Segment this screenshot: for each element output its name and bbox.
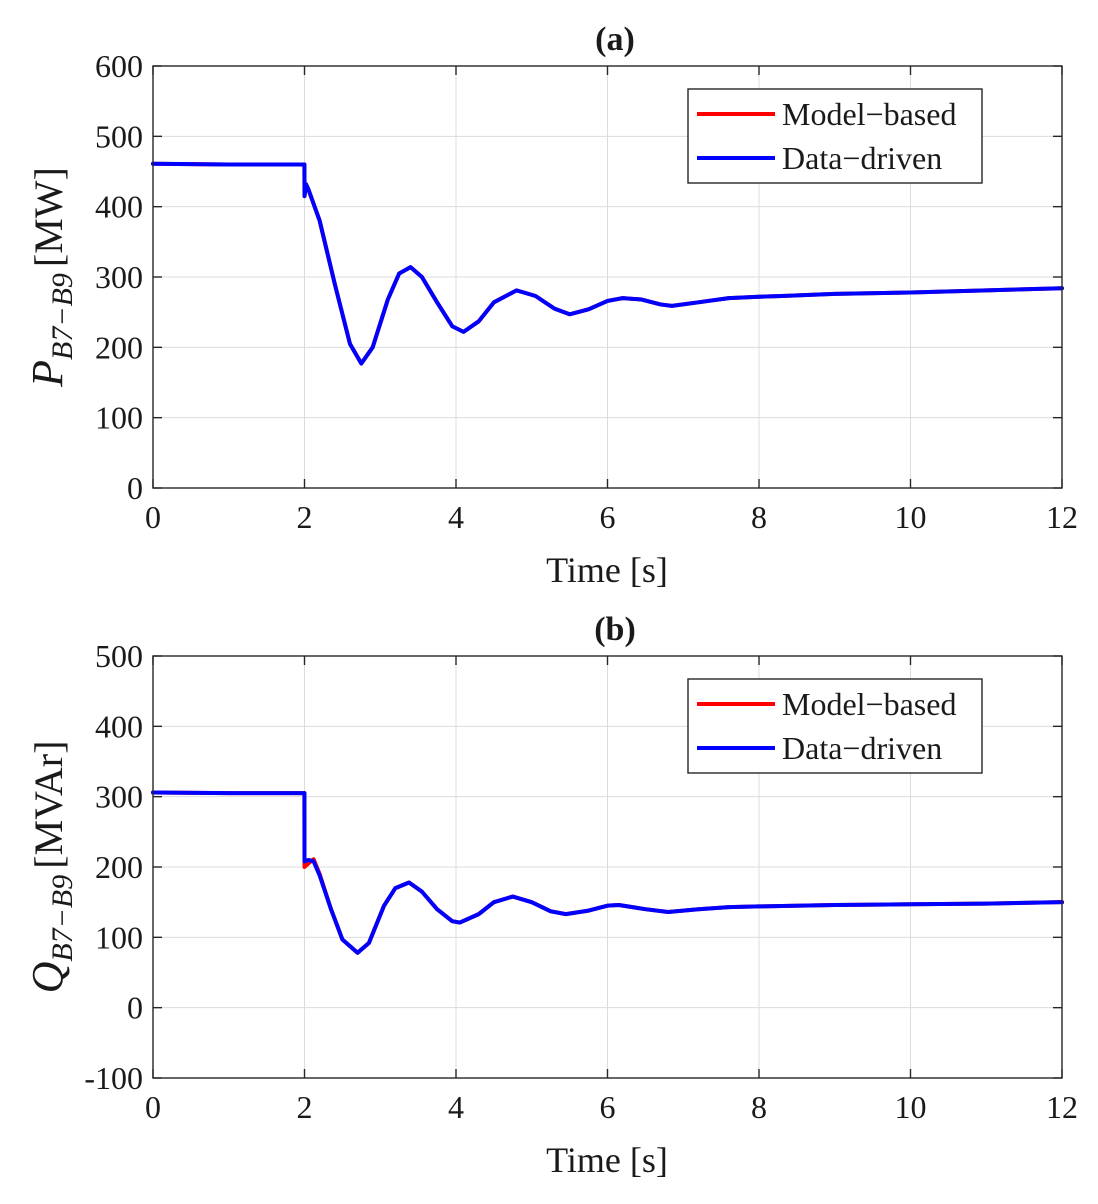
legend-label-model-based-a: Model−based — [782, 96, 956, 132]
x-tick-label-b: 2 — [297, 1089, 313, 1125]
y-tick-label-a: 300 — [95, 259, 143, 295]
x-tick-label-a: 12 — [1046, 499, 1078, 535]
y-label-subscript-a: B7−B9 — [46, 273, 79, 360]
y-tick-label-a: 400 — [95, 189, 143, 225]
x-tick-label-a: 2 — [297, 499, 313, 535]
legend-label-model-based-b: Model−based — [782, 686, 956, 722]
x-tick-label-b: 12 — [1046, 1089, 1078, 1125]
y-tick-label-b: 500 — [95, 638, 143, 674]
legend-label-data-driven-a: Data−driven — [782, 140, 942, 176]
x-axis-label-b: Time [s] — [546, 1140, 668, 1180]
y-tick-label-b: 400 — [95, 708, 143, 744]
x-tick-label-a: 0 — [145, 499, 161, 535]
y-axis-label-a: PB7−B9 [MW] — [23, 167, 79, 388]
y-tick-label-a: 100 — [95, 400, 143, 436]
series-b — [151, 790, 1064, 955]
y-label-unit-a: [MW] — [26, 167, 71, 267]
chart-title-a: (a) — [595, 21, 635, 58]
chart-panel-a: 0 2 4 6 8 10 12 0 100 200 300 400 500 600 (a) Time [s… — [23, 21, 1078, 590]
x-tick-label-b: 0 — [145, 1089, 161, 1125]
series-a — [151, 161, 1064, 366]
x-tick-label-a: 6 — [600, 499, 616, 535]
y-label-subscript-b: B7−B9 — [46, 875, 79, 962]
x-tick-label-b: 6 — [600, 1089, 616, 1125]
legend-b: Model−based Data−driven — [687, 678, 983, 774]
y-tick-label-b: 0 — [127, 990, 143, 1026]
y-tick-label-b: 200 — [95, 849, 143, 885]
series-line-data-driven-b — [151, 790, 1064, 955]
y-axis-label-b: QB7−B9 [MVAr] — [23, 741, 79, 994]
y-tick-label-a: 200 — [95, 329, 143, 365]
legend-box-b — [687, 678, 983, 774]
x-tick-label-b: 4 — [448, 1089, 464, 1125]
chart-title-b: (b) — [594, 611, 636, 648]
x-axis-label-a: Time [s] — [546, 550, 668, 590]
legend-label-data-driven-b: Data−driven — [782, 730, 942, 766]
y-label-main-b: Q — [23, 962, 72, 994]
svg-text:QB7−B9[MVAr]: QB7−B9 [MVAr] — [23, 741, 79, 994]
y-tick-label-b: -100 — [84, 1060, 143, 1096]
y-tick-label-a: 600 — [95, 48, 143, 84]
y-tick-label-b: 300 — [95, 779, 143, 815]
legend-box-a — [687, 88, 983, 184]
series-line-data-driven-a — [151, 161, 1064, 366]
x-tick-label-a: 8 — [751, 499, 767, 535]
x-tick-label-b: 8 — [751, 1089, 767, 1125]
y-tick-label-b: 100 — [95, 919, 143, 955]
y-tick-label-a: 0 — [127, 470, 143, 506]
x-tick-label-a: 4 — [448, 499, 464, 535]
x-tick-label-b: 10 — [895, 1089, 927, 1125]
legend-a: Model−based Data−driven — [687, 88, 983, 184]
x-tick-label-a: 10 — [895, 499, 927, 535]
svg-text:PB7−B9[MW]: PB7−B9 [MW] — [23, 167, 79, 388]
y-label-unit-b: [MVAr] — [26, 741, 71, 869]
y-tick-label-a: 500 — [95, 118, 143, 154]
ticks-a: 0 2 4 6 8 10 12 0 100 200 300 400 500 600 — [95, 48, 1078, 535]
y-label-main-a: P — [23, 360, 72, 388]
